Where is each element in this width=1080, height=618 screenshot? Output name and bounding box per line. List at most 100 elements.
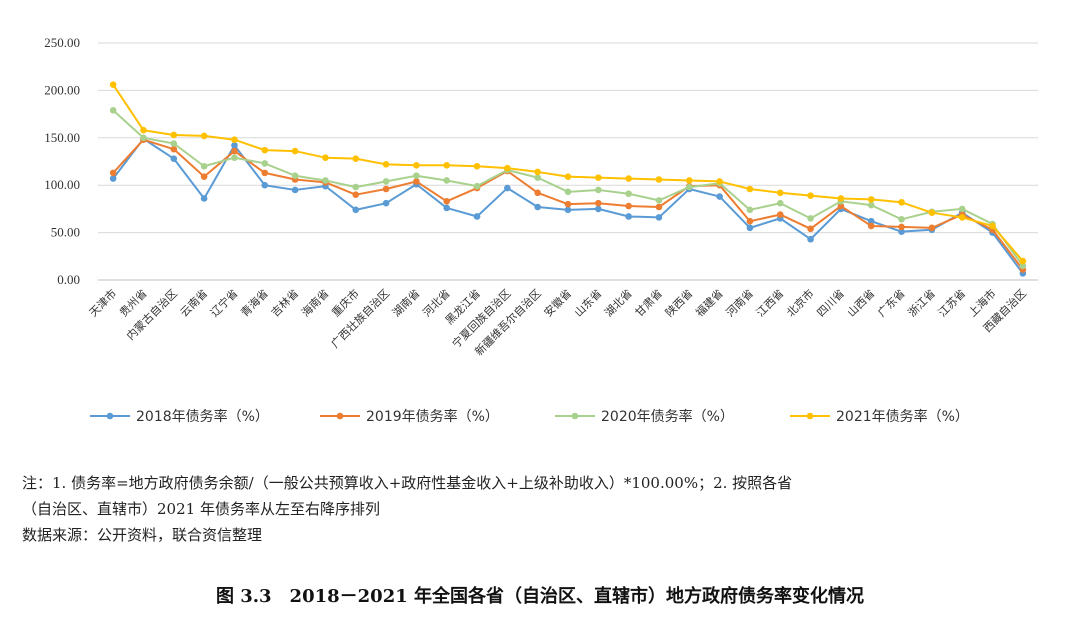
data-point <box>625 175 632 182</box>
source-note: 数据来源：公开资料，联合资信整理 <box>22 526 263 544</box>
data-point <box>655 197 663 204</box>
data-point <box>807 215 814 222</box>
data-point <box>716 178 723 185</box>
data-point <box>746 224 754 232</box>
data-point <box>595 205 602 213</box>
data-point <box>958 214 966 221</box>
x-tick-label: 云南省 <box>178 287 211 320</box>
data-point <box>413 161 420 169</box>
data-point <box>807 192 814 199</box>
data-point <box>170 140 178 147</box>
legend-label: 2021年债务率（%） <box>836 408 969 425</box>
data-point <box>109 107 117 114</box>
data-point <box>352 206 360 214</box>
data-point <box>443 177 451 184</box>
data-point <box>200 162 208 170</box>
legend-item: 2018年债务率（%） <box>90 408 269 425</box>
data-point <box>382 185 390 193</box>
data-point <box>685 183 693 191</box>
legend: 2018年债务率（%） 2019年债务率（%） 2020年债务率（%） 2021年债务… <box>90 408 969 425</box>
legend-swatch-marker <box>336 412 344 420</box>
x-tick-label: 海南省 <box>298 286 331 319</box>
data-point <box>746 217 754 225</box>
data-point <box>655 214 663 221</box>
data-point <box>989 222 996 230</box>
series-3 <box>109 107 1027 270</box>
data-point <box>352 191 360 198</box>
data-point <box>867 222 875 230</box>
data-point <box>261 160 269 167</box>
data-point <box>352 155 360 162</box>
series-lines <box>109 81 1027 277</box>
data-point <box>261 169 269 177</box>
data-point <box>140 126 147 134</box>
x-tick-label: 湖北省 <box>602 287 635 320</box>
legend-item: 2020年债务率（%） <box>555 408 734 425</box>
legend-label: 2020年债务率（%） <box>601 408 734 425</box>
data-point <box>655 203 663 211</box>
data-point <box>413 178 420 185</box>
data-point <box>564 188 572 196</box>
data-point <box>534 203 541 211</box>
data-point <box>1019 262 1027 270</box>
data-point <box>291 172 299 180</box>
data-point <box>322 154 329 162</box>
data-point <box>595 199 602 207</box>
data-point <box>382 161 390 168</box>
data-point <box>807 235 814 243</box>
series-line <box>112 84 1024 262</box>
data-point <box>170 145 178 153</box>
note-line-1: 注：1. 债务率=地方政府债务余额/（一般公共预算收入+政府性基金收入+上级补助… <box>22 474 793 492</box>
data-point <box>140 134 147 142</box>
data-point <box>625 202 632 210</box>
data-point <box>109 81 117 89</box>
series-line <box>112 109 1024 267</box>
series-2 <box>109 136 1027 273</box>
data-point <box>867 201 875 209</box>
data-point <box>655 176 663 183</box>
data-point <box>261 146 269 154</box>
data-point <box>625 190 632 198</box>
x-tick-label: 辽宁省 <box>207 286 240 319</box>
data-point <box>625 213 632 220</box>
legend-label: 2018年债务率（%） <box>136 408 269 425</box>
data-point <box>200 173 208 180</box>
data-point <box>231 147 238 155</box>
x-axis-ticks: 天津市贵州省内蒙古自治区云南省辽宁省青海省吉林省海南省重庆市广西壮族自治区湖南省… <box>86 286 1029 358</box>
x-tick-label: 河南省 <box>724 287 757 320</box>
data-point <box>231 136 238 143</box>
data-point <box>837 195 845 202</box>
x-tick-label: 北京市 <box>783 286 816 319</box>
y-tick-label: 150.00 <box>44 130 80 145</box>
data-point <box>382 178 390 185</box>
legend-swatch-marker <box>571 412 579 420</box>
data-point <box>443 204 451 212</box>
data-point <box>109 169 117 177</box>
y-axis-ticks: 0.00 50.00 100.00 150.00 200.00 250.00 <box>44 35 80 287</box>
data-point <box>200 195 208 202</box>
data-point <box>958 205 966 213</box>
data-point <box>564 200 572 208</box>
data-point <box>867 217 875 225</box>
data-point <box>837 202 845 210</box>
data-point <box>534 174 541 181</box>
data-point <box>200 132 208 140</box>
data-point <box>443 161 451 169</box>
data-point <box>291 186 299 194</box>
data-point <box>534 189 541 197</box>
x-tick-label: 山西省 <box>845 287 878 320</box>
data-point <box>382 199 390 207</box>
legend-swatch-marker <box>806 412 814 420</box>
data-point <box>322 177 329 184</box>
x-tick-label: 浙江省 <box>905 287 938 320</box>
data-point <box>746 185 754 193</box>
data-point <box>867 196 875 203</box>
x-tick-label: 四川省 <box>814 287 847 320</box>
data-point <box>685 177 693 184</box>
data-point <box>898 228 905 235</box>
data-point <box>898 198 905 206</box>
data-point <box>534 168 541 176</box>
x-tick-label: 山东省 <box>572 287 605 320</box>
x-tick-label: 湖南省 <box>390 287 423 320</box>
x-tick-label: 江苏省 <box>936 287 969 320</box>
